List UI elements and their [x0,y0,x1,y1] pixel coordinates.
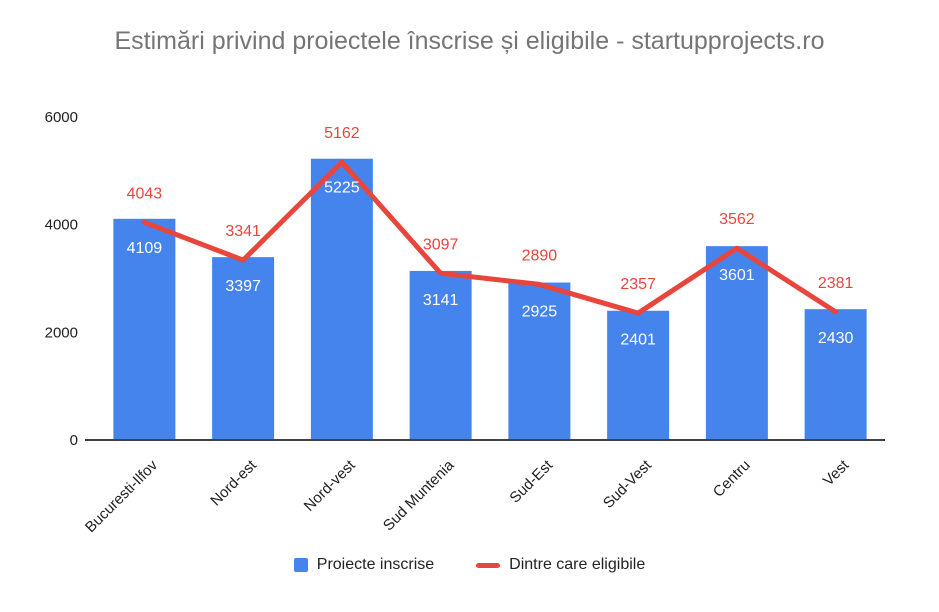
x-axis-category-label: Sud-Vest [600,456,656,512]
legend-item-dintre-care-eligibile[interactable]: Dintre care eligibile [476,556,645,574]
line-value-label: 2381 [818,275,854,292]
line-value-label: 4043 [127,185,163,202]
y-axis-tick-label: 2000 [45,324,78,341]
legend-label-bars: Proiecte inscrise [316,556,435,573]
bar-sud-est[interactable] [508,282,571,440]
bar-value-label: 3601 [719,267,755,284]
bar-value-label: 2401 [620,332,656,349]
bar-nord-est[interactable] [212,257,275,440]
bar-value-label: 2925 [522,304,558,321]
plot-wrap: 0 2000 4000 6000 4109 3397 5225 3141 2925 2401 360… [0,96,939,548]
line-value-label: 3341 [225,223,261,240]
x-axis-category-label: Sud-Est [506,456,556,506]
bar-sud-vest[interactable] [607,310,670,440]
bar-value-label: 3397 [225,278,261,295]
y-axis-tick-label: 0 [70,432,78,449]
bar-nord-vest[interactable] [310,158,373,440]
bar-sud-muntenia[interactable] [409,270,472,440]
legend: Proiecte inscrise Dintre care eligibile [0,556,939,574]
bar-vest[interactable] [804,309,867,440]
line-value-label: 2890 [522,247,558,264]
bar-swatch-icon [293,558,308,572]
y-axis-tick-label: 6000 [45,109,78,126]
x-axis-category-label: Vest [820,456,853,489]
line-value-label: 3562 [719,211,755,228]
legend-item-proiecte-inscrise[interactable]: Proiecte inscrise [293,556,435,574]
eligible-line[interactable] [141,159,839,316]
x-axis-category-label: Nord-vest [301,456,360,515]
line-value-label: 3097 [423,236,459,253]
line-swatch-icon [476,562,501,568]
legend-label-line: Dintre care eligibile [509,556,646,573]
plot-area: 0 2000 4000 6000 4109 3397 5225 3141 2925 2401 360… [45,109,885,536]
line-value-label: 2357 [620,276,656,293]
bar-value-label: 4109 [127,240,163,257]
bar-value-label: 3141 [423,292,459,309]
x-axis-category-label: Centru [710,457,754,501]
x-axis-category-label: Nord-est [207,456,260,509]
bar-value-label: 5225 [324,180,360,197]
bar-bucuresti-ilfov[interactable] [113,218,176,440]
bar-value-label: 2430 [818,330,854,347]
x-axis-category-label: Bucuresti-Ilfov [82,456,162,536]
y-axis-tick-label: 4000 [45,217,78,234]
chart-title: Estimări privind proiectele înscrise și … [114,27,825,55]
x-axis-category-label: Sud Muntenia [380,456,458,534]
bar-centru[interactable] [705,246,768,440]
line-value-label: 5162 [324,125,360,142]
